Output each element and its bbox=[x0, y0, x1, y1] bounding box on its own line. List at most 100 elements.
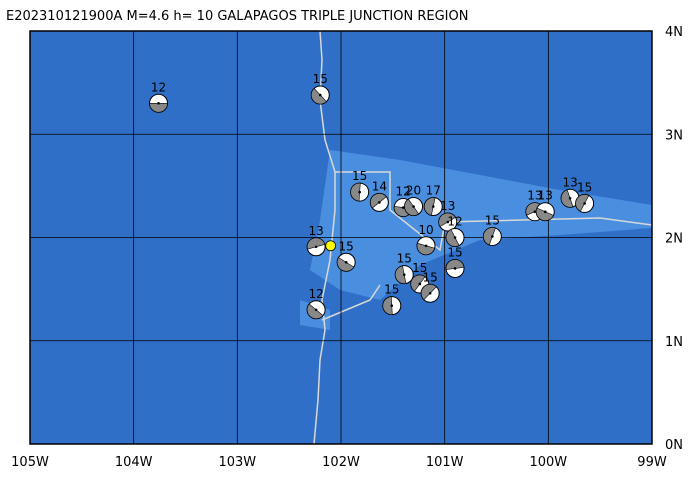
lat-tick-label: 2N bbox=[665, 232, 683, 247]
depth-label: 13 bbox=[527, 189, 542, 203]
lon-tick-label: 100W bbox=[529, 455, 567, 470]
p-axis bbox=[314, 245, 318, 249]
beachball-quadrant bbox=[424, 197, 436, 216]
beachball-quadrant bbox=[483, 227, 496, 246]
p-axis bbox=[401, 206, 405, 209]
depth-label: 13 bbox=[562, 175, 577, 189]
lat-tick-label: 1N bbox=[665, 335, 683, 350]
depth-label: 20 bbox=[406, 184, 421, 198]
p-axis bbox=[412, 205, 415, 208]
p-axis bbox=[424, 244, 428, 248]
focal-mechanism bbox=[416, 236, 436, 256]
beachball-quadrant bbox=[420, 283, 437, 301]
beachball-quadrant bbox=[438, 212, 456, 228]
focal-mechanism bbox=[382, 296, 402, 316]
focal-mechanism bbox=[423, 197, 443, 217]
focal-mechanism bbox=[149, 93, 169, 113]
focal-mechanism bbox=[404, 197, 424, 217]
depth-label: 15 bbox=[412, 261, 427, 275]
lon-tick-label: 101W bbox=[426, 455, 464, 470]
focal-mechanism bbox=[306, 300, 326, 320]
p-axis bbox=[378, 201, 381, 204]
p-axis bbox=[318, 93, 322, 97]
focal-mechanism bbox=[420, 283, 440, 303]
p-axis bbox=[446, 220, 450, 224]
p-axis bbox=[543, 210, 547, 213]
beachball-quadrant bbox=[350, 182, 361, 202]
focal-mechanism bbox=[410, 274, 430, 294]
depth-label: 13 bbox=[538, 189, 553, 203]
beachball-quadrant bbox=[535, 207, 554, 221]
depth-label: 15 bbox=[352, 169, 367, 183]
depth-label: 15 bbox=[397, 252, 412, 266]
focal-mechanism bbox=[310, 85, 330, 105]
focal-mechanism bbox=[394, 265, 414, 285]
p-axis bbox=[314, 308, 318, 312]
p-axis bbox=[491, 235, 494, 238]
depth-label: 17 bbox=[426, 184, 441, 198]
p-axis bbox=[402, 273, 406, 276]
lon-tick-label: 102W bbox=[322, 455, 360, 470]
depth-label: 13 bbox=[440, 199, 455, 213]
p-axis bbox=[453, 236, 457, 239]
lat-tick-label: 0N bbox=[665, 438, 683, 453]
p-axis bbox=[568, 196, 572, 200]
p-axis bbox=[431, 205, 435, 208]
depth-label: 14 bbox=[372, 179, 387, 193]
depth-label: 15 bbox=[339, 239, 354, 253]
depth-label: 15 bbox=[313, 72, 328, 86]
depth-label: 13 bbox=[308, 224, 323, 238]
p-axis bbox=[344, 260, 348, 264]
focal-mechanism bbox=[350, 182, 370, 202]
focal-mechanism bbox=[445, 228, 465, 247]
depth-label: 15 bbox=[384, 283, 399, 297]
frame bbox=[29, 30, 653, 445]
p-axis bbox=[583, 202, 586, 205]
beachball-quadrant bbox=[382, 296, 393, 315]
p-axis bbox=[157, 101, 160, 105]
beachball-quadrant bbox=[306, 237, 326, 250]
p-axis bbox=[418, 282, 422, 286]
lon-tick-label: 99W bbox=[637, 455, 667, 470]
p-axis bbox=[533, 210, 537, 213]
depth-label: 15 bbox=[447, 245, 462, 259]
lon-tick-label: 104W bbox=[115, 455, 153, 470]
depth-label: 15 bbox=[423, 270, 438, 284]
focal-mechanism bbox=[535, 202, 555, 222]
depth-label: 12 bbox=[151, 80, 166, 94]
lat-tick-label: 4N bbox=[665, 25, 683, 40]
p-axis bbox=[428, 291, 432, 295]
lon-tick-label: 103W bbox=[218, 455, 256, 470]
beachball-quadrant bbox=[370, 193, 387, 209]
depth-label: 15 bbox=[577, 180, 592, 194]
beachball-quadrant bbox=[394, 265, 407, 284]
beachball-quadrant bbox=[310, 88, 327, 105]
focal-mechanism bbox=[482, 226, 502, 246]
p-axis bbox=[390, 304, 394, 307]
focal-mechanism bbox=[438, 212, 458, 232]
lon-tick-label: 105W bbox=[11, 455, 49, 470]
beachball-quadrant bbox=[410, 274, 426, 292]
lat-tick-label: 3N bbox=[665, 128, 683, 143]
p-axis bbox=[453, 267, 457, 270]
depth-label: 12 bbox=[396, 185, 411, 199]
beachball-quadrant bbox=[404, 198, 420, 216]
beachball-quadrant bbox=[336, 257, 355, 272]
beachball-quadrant bbox=[575, 194, 590, 212]
depth-label: 10 bbox=[418, 223, 433, 237]
beachball-quadrant bbox=[445, 229, 460, 247]
focal-mechanism bbox=[575, 193, 595, 213]
map-title: E202310121900A M=4.6 h= 10 GALAPAGOS TRI… bbox=[6, 9, 468, 24]
beachball-quadrant bbox=[306, 303, 324, 319]
focal-mechanism bbox=[369, 192, 389, 212]
beachball-quadrant bbox=[416, 242, 436, 256]
focal-mechanism bbox=[445, 258, 465, 278]
beachball-quadrant bbox=[149, 102, 168, 113]
depth-label: 12 bbox=[447, 215, 462, 229]
p-axis bbox=[358, 190, 361, 194]
depth-label: 12 bbox=[308, 287, 323, 301]
beachball-quadrant bbox=[445, 259, 465, 270]
depth-label: 15 bbox=[485, 213, 500, 227]
